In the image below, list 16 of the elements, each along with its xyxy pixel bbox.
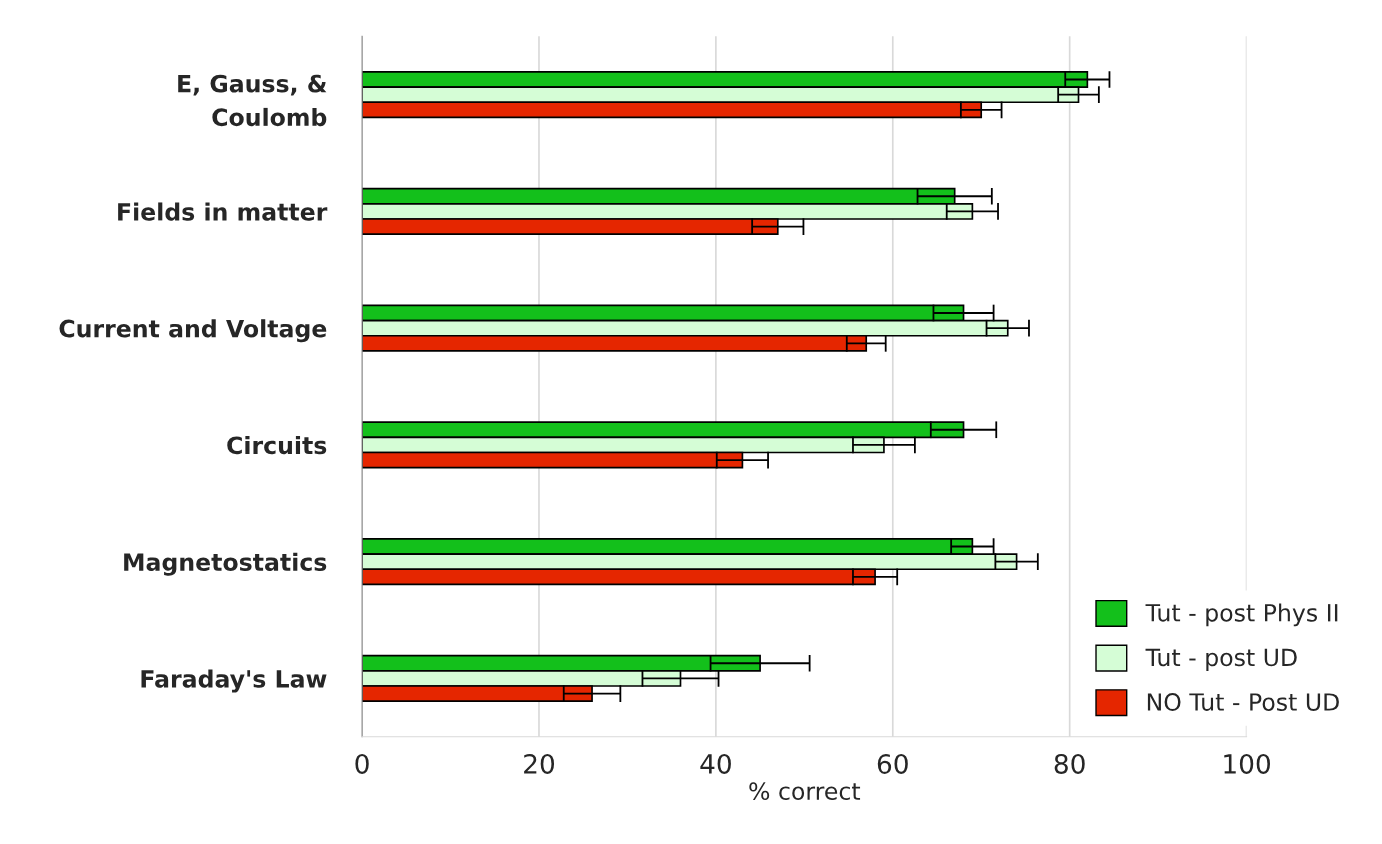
y-tick-label: Faraday's Law [141, 669, 327, 693]
x-tick-label: 60 [877, 753, 908, 774]
x-axis-title: % correct [749, 782, 861, 801]
x-tick-label: 40 [700, 753, 731, 774]
legend-label: Tut - post UD [1145, 648, 1297, 671]
y-tick-label: Circuits [227, 435, 327, 455]
legend-label: NO Tut - Post UD [1147, 693, 1339, 711]
y-tick-label: Magnetostatics [124, 552, 327, 576]
y-tick-label: Fields in matter [118, 202, 328, 221]
x-tick-label: 0 [355, 753, 369, 774]
legend-label: Tut - post Phys II [1145, 603, 1338, 627]
y-tick-label: Current and Voltage [59, 319, 327, 343]
y-tick-label: E, Gauss, & Coulomb [178, 74, 327, 127]
x-tick-label: 80 [1054, 753, 1085, 774]
x-tick-label: 100 [1224, 753, 1270, 774]
x-tick-label: 20 [524, 753, 555, 774]
